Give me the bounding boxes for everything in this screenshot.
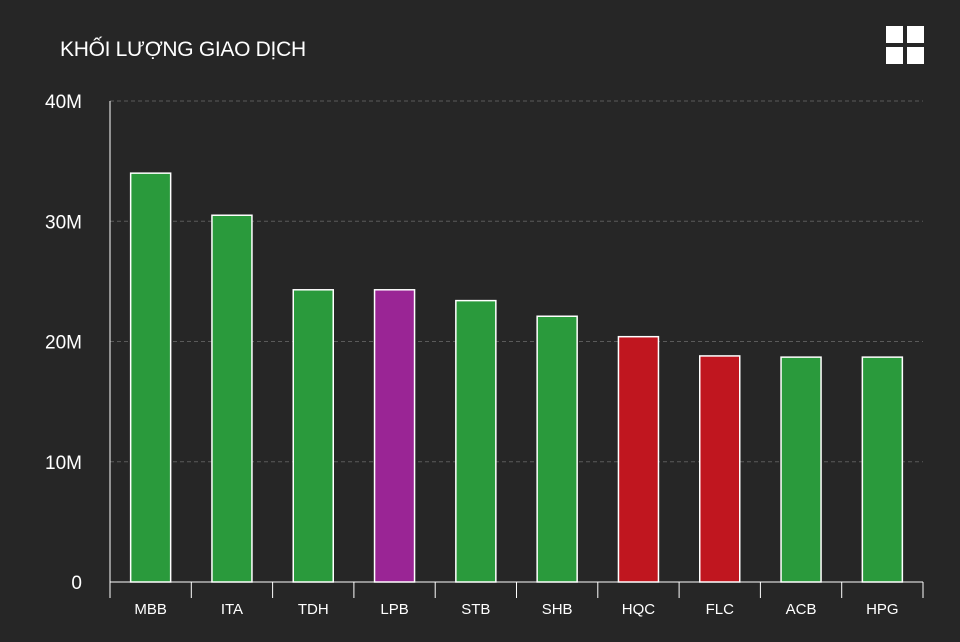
x-tick-label: STB [461, 601, 490, 618]
bar-acb[interactable] [780, 356, 822, 583]
x-tick-label: HPG [866, 601, 899, 618]
bar-hqc[interactable] [617, 335, 660, 583]
y-tick-label: 10M [45, 453, 82, 474]
x-tick-label: TDH [298, 601, 329, 618]
bar-lpb[interactable] [373, 289, 416, 583]
grid-menu-icon-cell [907, 26, 924, 43]
grid-menu-icon[interactable] [886, 26, 924, 64]
bar-mbb[interactable] [129, 172, 172, 583]
chart-title: KHỐI LƯỢNG GIAO DỊCH [60, 38, 306, 61]
x-tick-label: MBB [134, 601, 167, 618]
x-tick-label: SHB [542, 601, 573, 618]
y-tick-label: 20M [45, 333, 82, 354]
bar-hpg[interactable] [861, 356, 904, 583]
bar-tdh[interactable] [292, 289, 334, 583]
x-tick-label: HQC [622, 601, 656, 618]
y-tick-label: 0 [71, 573, 82, 594]
grid-menu-icon-cell [886, 47, 903, 64]
bar-stb[interactable] [455, 299, 497, 583]
x-tick-label: FLC [706, 601, 735, 618]
x-tick-label: ACB [786, 601, 817, 618]
grid-menu-icon-cell [907, 47, 924, 64]
x-tick-label: LPB [380, 601, 408, 618]
bar-flc[interactable] [699, 355, 741, 583]
grid-menu-icon-cell [886, 26, 903, 43]
y-tick-label: 30M [45, 212, 82, 233]
bar-ita[interactable] [211, 214, 253, 583]
x-tick-label: ITA [221, 601, 243, 618]
y-tick-label: 40M [45, 92, 82, 113]
bar-shb[interactable] [536, 315, 578, 583]
